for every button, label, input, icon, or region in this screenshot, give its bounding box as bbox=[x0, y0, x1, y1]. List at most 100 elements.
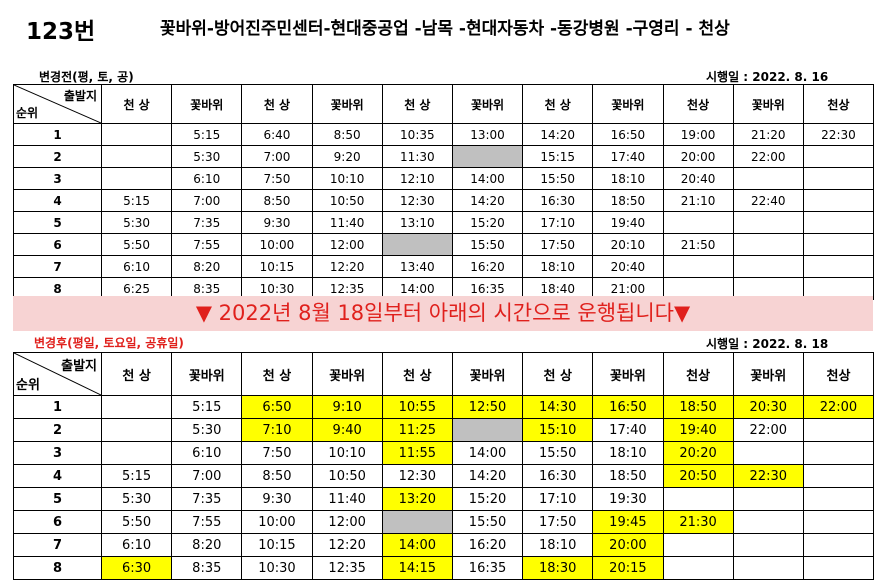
departure-time-cell bbox=[100, 167, 173, 190]
departure-time-cell: 20:10 bbox=[592, 233, 664, 256]
departure-time-cell: 12:35 bbox=[311, 277, 383, 300]
departure-time-cell: 5:15 bbox=[171, 123, 243, 146]
departure-time-cell: 16:50 bbox=[592, 123, 664, 146]
departure-time-cell: 20:30 bbox=[732, 395, 804, 419]
departure-time-cell: 10:55 bbox=[381, 395, 453, 419]
departure-time-cell bbox=[662, 211, 734, 234]
rank-cell: 6 bbox=[13, 233, 102, 256]
departure-time-cell: 15:50 bbox=[522, 167, 594, 190]
departure-time-cell bbox=[100, 418, 173, 442]
after-effective-date: 시행일 : 2022. 8. 18 bbox=[706, 337, 829, 351]
departure-time-cell: 8:50 bbox=[311, 123, 383, 146]
rank-cell: 7 bbox=[13, 533, 102, 557]
column-header: 꽃바위 bbox=[451, 352, 524, 396]
departure-time-cell: 11:55 bbox=[381, 441, 453, 465]
departure-time-cell bbox=[100, 145, 173, 168]
departure-time-cell: 22:00 bbox=[732, 145, 804, 168]
departure-time-cell: 7:50 bbox=[241, 441, 313, 465]
departure-time-cell: 7:00 bbox=[171, 189, 243, 212]
departure-time-cell: 16:30 bbox=[522, 189, 594, 212]
departure-time-cell: 5:30 bbox=[171, 418, 243, 442]
departure-time-cell: 15:15 bbox=[522, 145, 594, 168]
departure-time-cell bbox=[381, 233, 453, 256]
departure-time-cell bbox=[451, 145, 524, 168]
departure-time-cell: 14:00 bbox=[451, 441, 524, 465]
departure-time-cell: 5:30 bbox=[171, 145, 243, 168]
departure-time-cell: 10:15 bbox=[241, 533, 313, 557]
table-row: 3 6:10 7:50 10:10 11:55 14:00 15:50 18:10 20:20 bbox=[13, 441, 875, 465]
before-label: 변경전(평, 토, 공) bbox=[39, 70, 134, 84]
rank-cell: 2 bbox=[13, 418, 102, 442]
departure-time-cell: 16:20 bbox=[451, 533, 524, 557]
departure-time-cell: 16:35 bbox=[451, 556, 524, 580]
departure-time-cell: 9:40 bbox=[311, 418, 383, 442]
departure-time-cell: 6:10 bbox=[100, 255, 173, 278]
departure-time-cell: 7:55 bbox=[171, 233, 243, 256]
departure-time-cell: 15:20 bbox=[451, 211, 524, 234]
departure-time-cell: 6:40 bbox=[241, 123, 313, 146]
table-row: 3 6:10 7:50 10:10 12:10 14:00 15:50 18:10 20:40 bbox=[13, 167, 875, 190]
departure-time-cell: 15:50 bbox=[451, 510, 524, 534]
departure-time-cell: 22:30 bbox=[802, 123, 875, 146]
departure-time-cell: 8:50 bbox=[241, 189, 313, 212]
departure-time-cell: 10:50 bbox=[311, 189, 383, 212]
departure-time-cell: 18:50 bbox=[662, 395, 734, 419]
departure-time-cell: 12:00 bbox=[311, 510, 383, 534]
table-row: 1 5:15 6:50 9:10 10:55 12:50 14:30 16:50 18:50 20… bbox=[13, 395, 875, 419]
after-label: 변경후(평일, 토요일, 공휴일) bbox=[34, 336, 184, 350]
departure-time-cell: 10:00 bbox=[241, 233, 313, 256]
column-header: 천 상 bbox=[241, 352, 313, 396]
departure-time-cell: 17:50 bbox=[522, 233, 594, 256]
column-header: 천 상 bbox=[381, 352, 453, 396]
departure-time-cell: 20:50 bbox=[662, 464, 734, 488]
rank-cell: 1 bbox=[13, 395, 102, 419]
departure-time-cell: 19:40 bbox=[662, 418, 734, 442]
table-row: 8 6:30 8:35 10:30 12:35 14:15 16:35 18:30 20:15 bbox=[13, 556, 875, 580]
corner-header-cell: 출발지 순위 bbox=[13, 84, 102, 124]
column-header: 천 상 bbox=[522, 352, 594, 396]
departure-time-cell bbox=[100, 395, 173, 419]
departure-time-cell: 10:00 bbox=[241, 510, 313, 534]
departure-time-cell: 9:30 bbox=[241, 211, 313, 234]
departure-time-cell bbox=[732, 255, 804, 278]
departure-time-cell bbox=[451, 418, 524, 442]
departure-time-cell bbox=[732, 533, 804, 557]
rank-cell: 8 bbox=[13, 556, 102, 580]
departure-time-cell: 5:15 bbox=[100, 464, 173, 488]
departure-time-cell: 19:00 bbox=[662, 123, 734, 146]
header-row: 출발지 순위 천 상 꽃바위 천 상 꽃바위 천 상 꽃바위 천 상 꽃바위 천상 꽃바위 천상 bbox=[13, 84, 875, 124]
departure-time-cell: 14:20 bbox=[522, 123, 594, 146]
departure-time-cell: 16:20 bbox=[451, 255, 524, 278]
departure-time-cell: 5:30 bbox=[100, 487, 173, 511]
column-header: 천상 bbox=[662, 352, 734, 396]
corner-rank-label: 순위 bbox=[16, 106, 39, 120]
column-header: 꽃바위 bbox=[732, 352, 804, 396]
departure-time-cell bbox=[100, 123, 173, 146]
departure-time-cell: 14:00 bbox=[451, 167, 524, 190]
departure-time-cell: 5:15 bbox=[171, 395, 243, 419]
column-header: 천 상 bbox=[100, 84, 173, 124]
table-row: 6 5:50 7:55 10:00 12:00 15:50 17:50 20:10 21:50 bbox=[13, 233, 875, 256]
timetable-after: 출발지 순위 천 상 꽃바위 천 상 꽃바위 천 상 꽃바위 천 상 꽃바위 천상 꽃바위 천상 1 5:1… bbox=[13, 352, 875, 580]
departure-time-cell: 16:50 bbox=[592, 395, 664, 419]
departure-time-cell: 18:10 bbox=[592, 441, 664, 465]
departure-time-cell bbox=[802, 233, 875, 256]
table-row: 6 5:50 7:55 10:00 12:00 15:50 17:50 19:45 21:30 bbox=[13, 510, 875, 534]
column-header: 꽃바위 bbox=[311, 352, 383, 396]
departure-time-cell: 12:20 bbox=[311, 255, 383, 278]
column-header: 꽃바위 bbox=[171, 352, 243, 396]
column-header: 천 상 bbox=[522, 84, 594, 124]
departure-time-cell: 14:30 bbox=[522, 395, 594, 419]
departure-time-cell bbox=[802, 255, 875, 278]
departure-time-cell bbox=[732, 167, 804, 190]
departure-time-cell: 14:00 bbox=[381, 277, 453, 300]
departure-time-cell: 10:30 bbox=[241, 556, 313, 580]
column-header: 꽃바위 bbox=[592, 352, 664, 396]
departure-time-cell bbox=[802, 464, 875, 488]
column-header: 꽃바위 bbox=[311, 84, 383, 124]
departure-time-cell: 15:20 bbox=[451, 487, 524, 511]
departure-time-cell: 20:00 bbox=[662, 145, 734, 168]
departure-time-cell: 7:55 bbox=[171, 510, 243, 534]
departure-time-cell: 21:30 bbox=[662, 510, 734, 534]
departure-time-cell: 5:50 bbox=[100, 233, 173, 256]
